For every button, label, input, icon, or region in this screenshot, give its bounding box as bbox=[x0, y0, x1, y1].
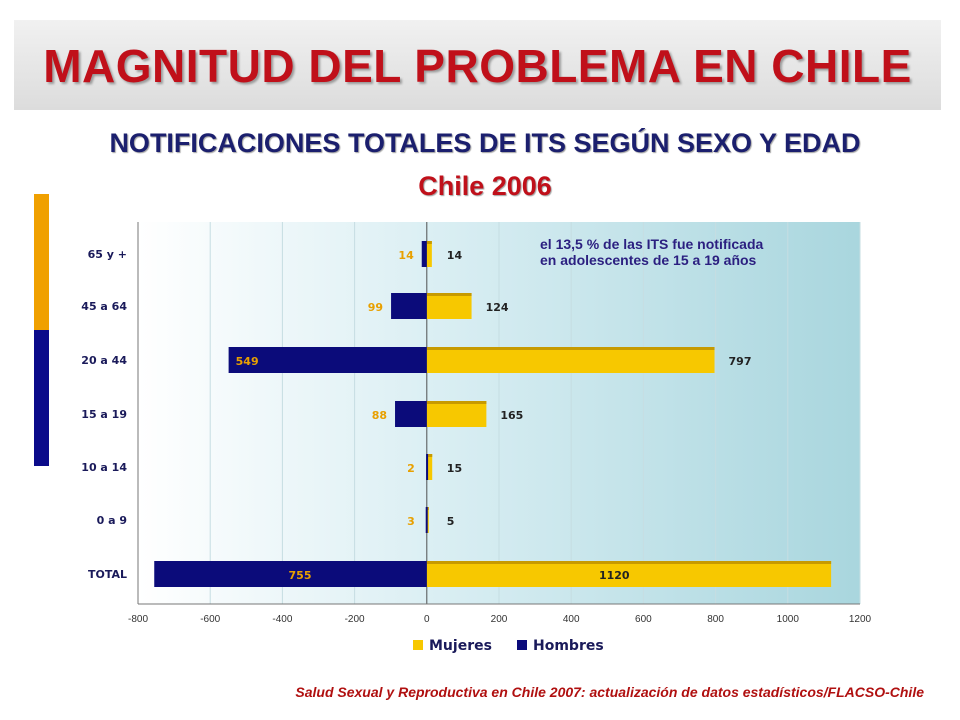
source-citation: Salud Sexual y Reproductiva en Chile 200… bbox=[295, 684, 924, 700]
x-tick-labels: -800 -600 -400 -200 0 200 400 600 800 1000 1200 bbox=[128, 614, 872, 625]
legend-swatch-hombres bbox=[517, 640, 527, 650]
x-tick-label: 600 bbox=[635, 614, 652, 625]
data-label-hombres: 549 bbox=[236, 355, 259, 368]
bar-mujeres-edge bbox=[426, 561, 832, 564]
x-tick-label: -800 bbox=[128, 614, 148, 625]
data-label-mujeres: 14 bbox=[447, 249, 463, 262]
bar-mujeres-edge bbox=[426, 507, 429, 510]
x-tick-label: -200 bbox=[345, 614, 365, 625]
legend: Mujeres Hombres bbox=[413, 638, 604, 654]
x-tick-label: 1000 bbox=[777, 614, 800, 625]
bar-hombres bbox=[154, 561, 427, 587]
category-label: 15 a 19 bbox=[81, 408, 127, 421]
accent-bar-blue bbox=[34, 330, 49, 466]
data-label-mujeres: 165 bbox=[500, 409, 523, 422]
category-labels: 65 y + 45 a 64 20 a 44 15 a 19 10 a 14 0 a 9 T… bbox=[81, 248, 127, 581]
note-line-2: en adolescentes de 15 a 19 años bbox=[540, 252, 757, 268]
bar-mujeres-edge bbox=[426, 454, 433, 457]
x-tick-label: 1200 bbox=[849, 614, 872, 625]
chart-subtitle: NOTIFICACIONES TOTALES DE ITS SEGÚN SEXO… bbox=[109, 128, 861, 158]
bar-hombres bbox=[391, 293, 427, 319]
bars bbox=[154, 241, 832, 587]
bar-labels: 14 14 124 99 797 549 165 88 15 2 5 3 1120 755 bbox=[236, 249, 752, 582]
bar-mujeres-edge bbox=[426, 293, 472, 296]
bar-mujeres-edge bbox=[426, 401, 487, 404]
category-label: 65 y + bbox=[88, 248, 127, 261]
data-label-hombres: 2 bbox=[407, 462, 415, 475]
category-label: TOTAL bbox=[88, 568, 127, 581]
bar-mujeres bbox=[426, 507, 429, 533]
bar-mujeres bbox=[426, 454, 433, 480]
data-label-mujeres: 1120 bbox=[599, 569, 630, 582]
bar-hombres bbox=[228, 347, 427, 373]
page-title: MAGNITUD DEL PROBLEMA EN CHILE bbox=[43, 40, 912, 92]
category-label: 20 a 44 bbox=[81, 354, 127, 367]
x-tick-label: -400 bbox=[272, 614, 292, 625]
x-tick-label: 0 bbox=[424, 614, 430, 625]
x-tick-label: -600 bbox=[200, 614, 220, 625]
data-label-hombres: 755 bbox=[289, 569, 312, 582]
x-tick-label: 400 bbox=[563, 614, 580, 625]
data-label-mujeres: 124 bbox=[486, 301, 509, 314]
bar-mujeres bbox=[426, 561, 832, 587]
data-label-hombres: 14 bbox=[398, 249, 414, 262]
data-label-mujeres: 797 bbox=[729, 355, 752, 368]
data-label-mujeres: 5 bbox=[447, 515, 455, 528]
data-label-mujeres: 15 bbox=[447, 462, 462, 475]
legend-swatch-mujeres bbox=[413, 640, 423, 650]
category-label: 10 a 14 bbox=[81, 461, 127, 474]
bar-mujeres bbox=[426, 347, 715, 373]
bar-mujeres-edge bbox=[426, 347, 715, 350]
chart-subtitle-year: Chile 2006 bbox=[418, 171, 552, 201]
bar-mujeres bbox=[426, 401, 487, 427]
note-line-1: el 13,5 % de las ITS fue notificada bbox=[540, 236, 764, 252]
x-tick-label: 800 bbox=[707, 614, 724, 625]
legend-label-mujeres: Mujeres bbox=[429, 638, 492, 654]
data-label-hombres: 3 bbox=[407, 515, 415, 528]
title-banner: MAGNITUD DEL PROBLEMA EN CHILE bbox=[14, 20, 941, 110]
bar-hombres bbox=[395, 401, 427, 427]
x-tick-label: 200 bbox=[491, 614, 508, 625]
category-label: 0 a 9 bbox=[97, 514, 127, 527]
bar-mujeres bbox=[426, 241, 432, 267]
accent-bar-orange bbox=[34, 194, 49, 330]
bar-hombres bbox=[426, 454, 429, 480]
data-label-hombres: 88 bbox=[372, 409, 387, 422]
bar-mujeres bbox=[426, 293, 472, 319]
legend-label-hombres: Hombres bbox=[533, 638, 604, 654]
bar-hombres bbox=[421, 241, 427, 267]
bar-mujeres-edge bbox=[426, 241, 432, 244]
category-label: 45 a 64 bbox=[81, 300, 127, 313]
data-label-hombres: 99 bbox=[368, 301, 383, 314]
bar-hombres bbox=[425, 507, 428, 533]
